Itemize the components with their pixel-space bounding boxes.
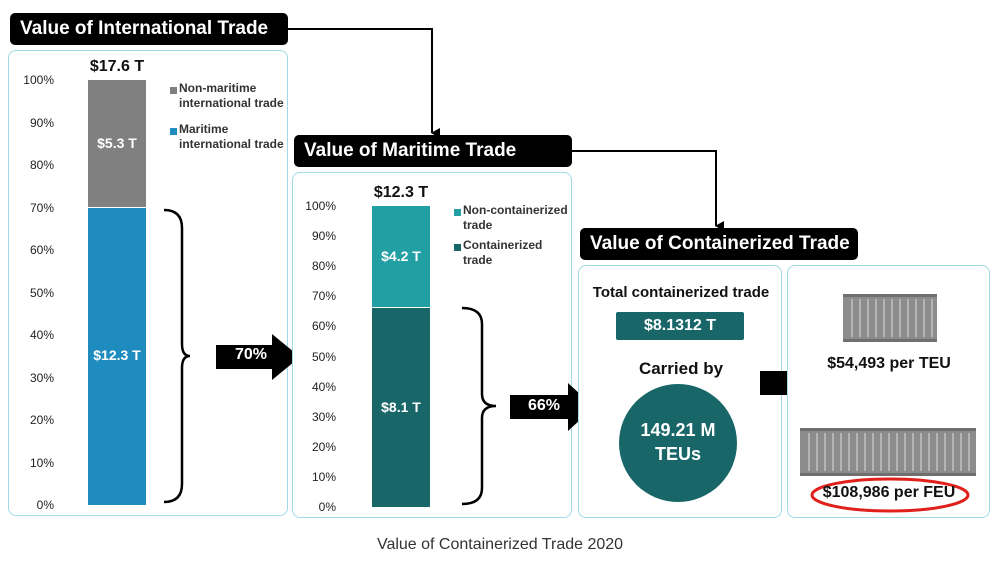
- arrow-66-icon: [510, 383, 594, 431]
- y-tick-label: 20%: [311, 439, 336, 454]
- y-tick-label: 30%: [29, 370, 54, 385]
- feu-container-icon: [800, 428, 976, 476]
- bar-segment-label-mar-0: $8.1 T: [381, 398, 421, 415]
- total-containerized-badge: $8.1312 T: [616, 312, 744, 340]
- bar-segment-mar-0: [372, 308, 430, 507]
- bar-segment-intl-0: [88, 207, 146, 505]
- connector-maritime-to-containerized: [572, 150, 724, 231]
- y-tick-label: 50%: [29, 285, 54, 300]
- teus-line1: 149.21 M: [640, 420, 716, 440]
- total-containerized-title: Total containerized trade: [592, 284, 770, 301]
- teus-circle: [619, 384, 737, 502]
- legend-label-nonmaritime: Non-maritime international trade: [179, 81, 284, 110]
- y-tick-label: 50%: [311, 349, 336, 364]
- y-tick-label: 10%: [311, 469, 336, 484]
- y-tick-label: 80%: [311, 259, 336, 274]
- bar-segment-intl-1: [88, 80, 146, 208]
- y-tick-label: 60%: [29, 243, 54, 257]
- teu-container-icon: [843, 294, 937, 342]
- y-tick-label: 100%: [23, 73, 54, 87]
- bar-segment-label-intl-0: $12.3 T: [93, 347, 141, 364]
- figure-caption: Value of Containerized Trade 2020: [376, 536, 624, 553]
- connector-international-to-maritime: [288, 28, 440, 138]
- per-teu-value: $54,493 per TEU: [827, 355, 951, 372]
- teus-line2: TEUs: [654, 444, 701, 464]
- legend-swatch-maritime: [170, 128, 177, 135]
- maritime-trade-panel: [292, 172, 572, 518]
- y-tick-label: 30%: [311, 409, 336, 424]
- bar-total-label-mar: $12.3 T: [373, 184, 429, 201]
- bar-segment-label-intl-1: $5.3 T: [97, 134, 137, 151]
- bar-segment-label-mar-1: $4.2 T: [381, 248, 421, 265]
- y-tick-label: 80%: [29, 158, 54, 172]
- brace-maritime: [461, 306, 497, 506]
- y-tick-label: 60%: [311, 319, 336, 334]
- legend-swatch-noncontainerized: [454, 209, 461, 216]
- international-trade-banner: Value of International Trade: [10, 13, 288, 45]
- y-tick-label: 40%: [29, 328, 54, 342]
- legend-swatch-containerized: [454, 244, 461, 251]
- carried-by-label: Carried by: [638, 359, 724, 378]
- y-tick-label: 90%: [29, 115, 54, 130]
- y-tick-label: 20%: [29, 413, 54, 427]
- per-feu-value: $108,986 per FEU: [822, 484, 956, 501]
- y-tick-label: 90%: [311, 229, 336, 244]
- y-tick-label: 100%: [305, 199, 336, 213]
- arrow-66-label: 66%: [528, 397, 561, 414]
- bar-segment-mar-1: [372, 206, 430, 309]
- y-tick-label: 0%: [36, 498, 54, 512]
- legend-label-noncontainerized: Non-containerized trade: [463, 203, 568, 232]
- legend-label-maritime: Maritime international trade: [179, 122, 284, 151]
- arrow-70-label: 70%: [235, 346, 268, 363]
- brace-international: [163, 208, 190, 504]
- y-tick-label: 70%: [29, 200, 54, 215]
- highlight-ring: [810, 477, 970, 513]
- containerized-trade-banner: Value of Containerized Trade: [580, 228, 858, 260]
- y-tick-label: 70%: [311, 289, 336, 304]
- y-tick-label: 0%: [318, 500, 336, 514]
- bar-total-label-intl: $17.6 T: [89, 58, 145, 75]
- maritime-trade-banner: Value of Maritime Trade: [294, 135, 572, 167]
- legend-swatch-nonmaritime: [170, 87, 177, 94]
- legend-label-containerized: Containerized trade: [463, 238, 543, 267]
- y-tick-label: 10%: [29, 455, 54, 470]
- international-trade-panel: [8, 50, 288, 516]
- arrow-70-icon: [216, 334, 300, 380]
- y-tick-label: 40%: [311, 379, 336, 394]
